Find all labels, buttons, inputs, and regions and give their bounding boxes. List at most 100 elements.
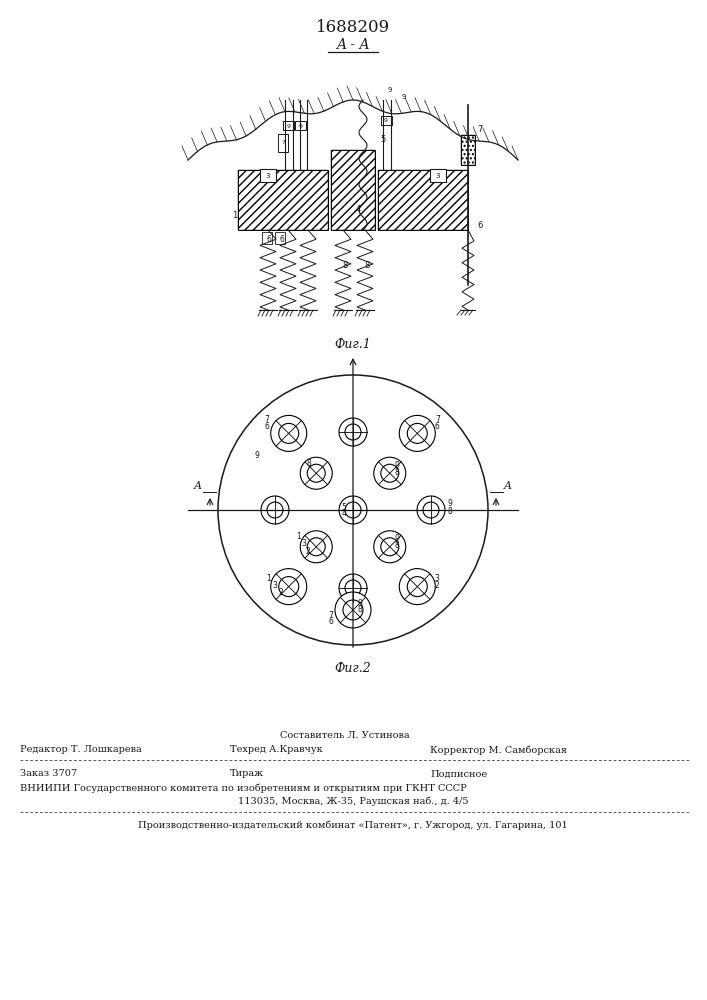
Text: 7: 7 [435, 415, 440, 424]
Bar [278, 134, 288, 152]
Circle shape [407, 423, 427, 443]
Text: Тираж: Тираж [230, 770, 264, 778]
Text: 4: 4 [356, 206, 361, 215]
Text: 3: 3 [266, 173, 270, 179]
Bar [378, 170, 468, 230]
Circle shape [339, 496, 367, 524]
Text: 9: 9 [255, 451, 259, 460]
Text: 6: 6 [280, 235, 285, 244]
Text: 9: 9 [447, 498, 452, 508]
Bar [262, 232, 272, 244]
Text: 2: 2 [306, 547, 310, 556]
Text: Производственно-издательский комбинат «Патент», г. Ужгород, ул. Гагарина, 101: Производственно-издательский комбинат «П… [138, 820, 568, 830]
Circle shape [417, 496, 445, 524]
Text: A - A: A - A [337, 38, 370, 52]
Circle shape [300, 531, 332, 563]
Text: ВНИИПИ Государственного комитета по изобретениям и открытиям при ГКНТ СССР: ВНИИПИ Государственного комитета по изоб… [20, 783, 467, 793]
Bar [238, 170, 328, 230]
Circle shape [279, 577, 299, 597]
Circle shape [308, 464, 325, 482]
Text: 5: 5 [341, 502, 346, 512]
Circle shape [261, 496, 289, 524]
Text: 8: 8 [447, 506, 452, 516]
Circle shape [267, 502, 283, 518]
Text: 3: 3 [436, 173, 440, 179]
Text: 7: 7 [281, 140, 285, 145]
Circle shape [381, 538, 399, 556]
Bar [275, 232, 285, 244]
Text: 7: 7 [329, 610, 334, 619]
Text: 6: 6 [264, 422, 269, 431]
Text: 1: 1 [296, 532, 300, 541]
Circle shape [381, 464, 399, 482]
Circle shape [423, 502, 439, 518]
Text: Заказ 3707: Заказ 3707 [20, 770, 77, 778]
Text: 6: 6 [477, 221, 482, 230]
Text: A: A [194, 481, 202, 491]
Text: Корректор М. Самборская: Корректор М. Самборская [430, 745, 567, 755]
Bar [378, 170, 468, 230]
Text: 6: 6 [435, 422, 440, 431]
Bar [238, 170, 328, 230]
Circle shape [343, 600, 363, 620]
Text: 1688209: 1688209 [316, 19, 390, 36]
Circle shape [271, 569, 307, 605]
Bar [260, 169, 276, 182]
Text: 1: 1 [267, 574, 271, 583]
Text: 9: 9 [395, 534, 399, 543]
Text: 4: 4 [341, 510, 346, 518]
Circle shape [308, 538, 325, 556]
Text: 2: 2 [435, 581, 440, 590]
Circle shape [407, 577, 427, 597]
Circle shape [339, 418, 367, 446]
Text: 3: 3 [302, 539, 307, 548]
Bar [283, 121, 294, 130]
Circle shape [345, 580, 361, 596]
Text: Составитель Л. Устинова: Составитель Л. Устинова [280, 730, 409, 740]
Bar [461, 135, 475, 165]
Text: 6: 6 [267, 235, 271, 244]
Text: 8: 8 [395, 468, 399, 477]
Bar [331, 150, 375, 230]
Circle shape [339, 574, 367, 602]
Circle shape [279, 423, 299, 443]
Bar [461, 135, 475, 165]
Circle shape [345, 424, 361, 440]
Text: 8: 8 [364, 260, 370, 269]
Circle shape [218, 375, 488, 645]
Text: 9: 9 [395, 461, 399, 470]
Circle shape [374, 457, 406, 489]
Text: 8: 8 [395, 541, 399, 550]
Text: Фиг.1: Фиг.1 [334, 338, 371, 352]
Text: 7: 7 [264, 415, 269, 424]
Text: 1: 1 [233, 211, 238, 220]
Circle shape [300, 457, 332, 489]
Text: 5: 5 [380, 135, 385, 144]
Text: 7: 7 [477, 125, 483, 134]
Circle shape [374, 531, 406, 563]
Text: A: A [504, 481, 512, 491]
Circle shape [399, 415, 436, 451]
Bar [331, 150, 375, 230]
Text: 2: 2 [279, 588, 283, 597]
Text: Фиг.2: Фиг.2 [334, 662, 371, 676]
Text: Редактор Т. Лошкарева: Редактор Т. Лошкарева [20, 746, 141, 754]
Bar [430, 169, 446, 182]
Text: 3: 3 [272, 581, 277, 590]
Text: 8: 8 [358, 605, 363, 614]
Text: 9: 9 [388, 87, 392, 93]
Text: 9: 9 [384, 117, 388, 122]
Circle shape [399, 569, 436, 605]
Text: Подписное: Подписное [430, 770, 487, 778]
Text: 9: 9 [401, 94, 406, 100]
Text: 8: 8 [342, 260, 348, 269]
Text: 113035, Москва, Ж-35, Раушская наб., д. 4/5: 113035, Москва, Ж-35, Раушская наб., д. … [238, 796, 468, 806]
Text: 8: 8 [306, 459, 311, 468]
Bar [295, 121, 306, 130]
Text: 9: 9 [287, 123, 291, 128]
Text: 9: 9 [299, 123, 303, 128]
Text: 9: 9 [358, 598, 363, 607]
Bar [381, 116, 392, 125]
Circle shape [345, 502, 361, 518]
Text: 6: 6 [329, 617, 334, 626]
